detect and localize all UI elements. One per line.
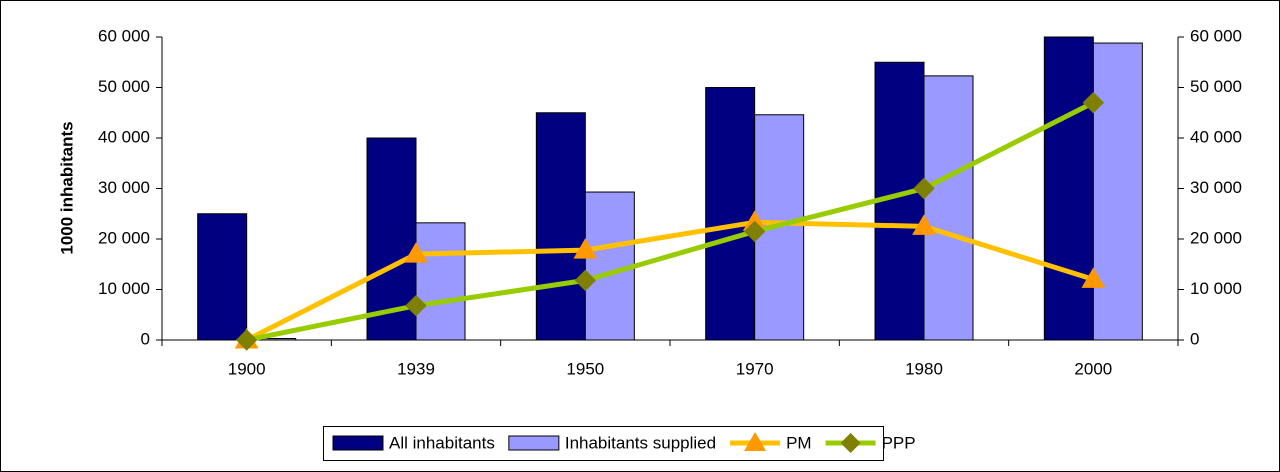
y-tick-label: 20 000 xyxy=(98,228,150,247)
legend-marker xyxy=(744,432,767,451)
y2-tick-label: 20 000 xyxy=(1190,228,1242,247)
x-tick-label: 1970 xyxy=(736,359,774,378)
y-tick-label: 10 000 xyxy=(98,279,150,298)
bar xyxy=(1092,42,1143,341)
y2-tick-label: 50 000 xyxy=(1190,77,1242,96)
line-marker xyxy=(913,177,935,200)
y-tick-label: 50 000 xyxy=(98,77,150,96)
legend-swatch xyxy=(332,435,384,451)
data-line xyxy=(245,219,1095,343)
bar xyxy=(923,75,974,341)
legend-label: PPP xyxy=(882,433,916,452)
line-marker xyxy=(743,220,766,243)
y-tick-label: 60 000 xyxy=(98,26,150,45)
legend-box xyxy=(323,426,884,461)
y-tick-label: 0 xyxy=(141,329,150,348)
bar xyxy=(535,112,586,341)
data-line xyxy=(246,100,1095,343)
legend-label: All inhabitants xyxy=(389,433,495,452)
line-marker xyxy=(573,238,598,259)
bar xyxy=(197,213,248,341)
bar xyxy=(415,222,466,341)
y2-tick-label: 10 000 xyxy=(1190,279,1242,298)
line-marker xyxy=(235,329,258,351)
line-marker xyxy=(405,294,427,317)
line-marker xyxy=(574,269,597,292)
x-tick-label: 1939 xyxy=(397,359,435,378)
line-marker xyxy=(912,214,936,235)
line-marker xyxy=(1082,91,1105,114)
bar xyxy=(705,87,756,341)
x-tick-label: 2000 xyxy=(1074,359,1112,378)
y2-tick-label: 0 xyxy=(1190,329,1199,348)
legend-label: PM xyxy=(786,433,812,452)
legend-label: Inhabitants supplied xyxy=(565,433,716,452)
legend-marker xyxy=(840,433,861,453)
y-tick-label: 40 000 xyxy=(98,127,150,146)
legend-swatch xyxy=(508,435,560,451)
y-tick-label: 30 000 xyxy=(98,178,150,197)
x-tick-label: 1900 xyxy=(228,359,266,378)
y2-tick-label: 40 000 xyxy=(1190,127,1242,146)
bar xyxy=(1043,36,1094,341)
line-marker xyxy=(1081,267,1106,288)
y-axis-title: 1000 inhabitants xyxy=(57,121,76,254)
x-tick-label: 1950 xyxy=(566,359,604,378)
y2-tick-label: 30 000 xyxy=(1190,178,1242,197)
x-tick-label: 1980 xyxy=(905,359,943,378)
y2-tick-label: 60 000 xyxy=(1190,26,1242,45)
line-marker xyxy=(404,242,428,263)
